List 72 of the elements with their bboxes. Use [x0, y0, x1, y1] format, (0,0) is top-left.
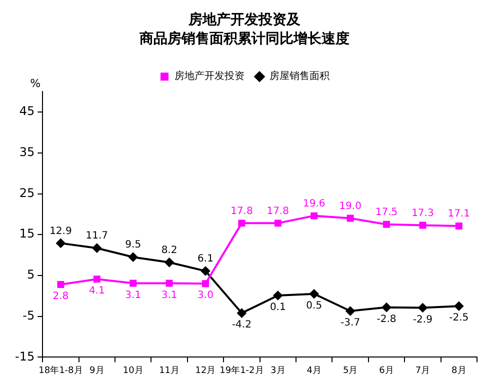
point	[164, 258, 174, 267]
data-label: 11.7	[86, 230, 108, 242]
y-tick-label: 25	[19, 186, 35, 200]
point	[382, 302, 391, 312]
y-axis-title: %	[30, 76, 41, 90]
point	[454, 302, 464, 311]
data-label: 3.1	[161, 290, 178, 301]
data-label: 0.5	[306, 300, 322, 312]
chart-title: 房地产开发投资及	[188, 11, 302, 28]
data-label: 8.2	[161, 244, 178, 256]
x-tick-label: 5月	[342, 366, 358, 376]
data-label: 17.8	[266, 206, 290, 217]
point	[128, 252, 138, 262]
y-tick-label: 5	[26, 268, 35, 282]
y-tick-label: 15	[19, 226, 35, 241]
x-tick-label: 3月	[270, 366, 286, 376]
x-tick-label: 11月	[159, 366, 180, 376]
x-tick-label: 10月	[122, 366, 144, 376]
point	[346, 214, 354, 222]
point	[92, 244, 102, 253]
data-label: 3.0	[198, 290, 214, 302]
data-label: 17.8	[230, 206, 253, 217]
point	[455, 222, 462, 230]
point	[130, 280, 137, 287]
point	[419, 222, 426, 229]
data-label: 2.8	[52, 291, 69, 302]
data-label: 6.1	[198, 254, 214, 265]
point	[310, 212, 318, 220]
y-tick-label: 45	[19, 104, 35, 118]
point	[93, 276, 100, 283]
data-label: -2.8	[376, 314, 396, 325]
x-tick-label: 4月	[306, 366, 322, 376]
data-label: 17.3	[412, 208, 434, 219]
legend-label: 房地产开发投资	[174, 70, 244, 82]
data-label: 19.0	[339, 200, 362, 212]
point	[346, 306, 355, 316]
point	[237, 308, 246, 318]
data-label: -2.5	[449, 312, 469, 324]
data-label: -2.9	[412, 314, 432, 326]
y-tick-label: 35	[19, 145, 35, 160]
x-tick-label: 19年1-2月	[220, 364, 264, 376]
data-label: 19.6	[302, 198, 326, 210]
data-label: 3.1	[125, 290, 142, 301]
point	[274, 220, 282, 227]
legend-label: 房屋销售面积	[270, 70, 330, 82]
data-label: 9.5	[125, 240, 142, 251]
data-label: -3.7	[340, 318, 360, 329]
data-label: 4.1	[88, 286, 105, 297]
x-tick-label: 8月	[452, 366, 466, 376]
point	[202, 280, 209, 288]
point	[201, 266, 210, 276]
point	[418, 303, 428, 312]
point	[166, 280, 173, 287]
data-label: 17.1	[448, 208, 470, 220]
y-tick-label: -15	[14, 349, 35, 364]
point	[310, 289, 319, 298]
point	[57, 280, 64, 288]
x-tick-label: 18年1-8月	[38, 364, 83, 376]
data-label: 0.1	[270, 302, 286, 314]
chart-subtitle: 商品房销售面积累计同比增长速度	[138, 30, 350, 47]
point	[56, 238, 66, 248]
data-label: 12.9	[50, 226, 72, 237]
x-tick-label: 7月	[415, 366, 430, 376]
data-label: -4.2	[232, 320, 252, 331]
x-tick-label: 9月	[90, 366, 104, 376]
point	[273, 291, 282, 300]
x-tick-label: 6月	[379, 366, 394, 376]
y-tick-label: -5	[22, 308, 35, 322]
point	[383, 220, 390, 228]
data-label: 17.5	[375, 206, 398, 218]
x-tick-label: 12月	[195, 366, 216, 376]
point	[238, 220, 246, 227]
